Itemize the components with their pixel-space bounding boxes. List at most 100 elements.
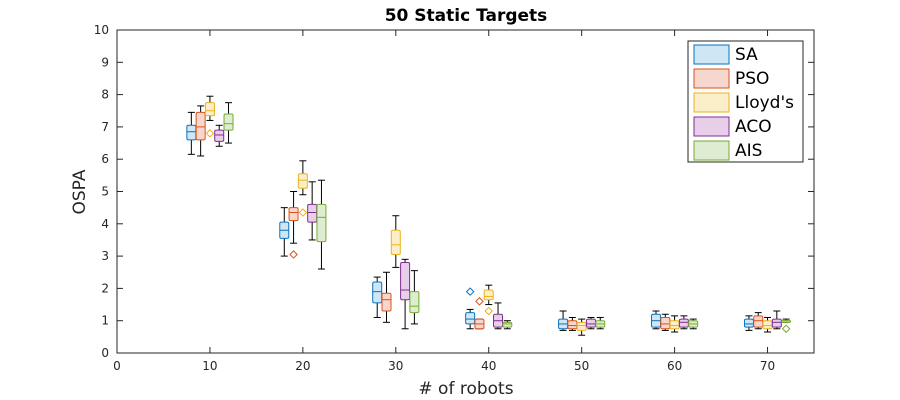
legend-label-aco: ACO (735, 117, 772, 137)
legend-swatch-lloyds (693, 92, 730, 113)
box-ais-60 (688, 318, 699, 330)
box-ais-20 (316, 179, 327, 270)
x-tick-label: 20 (295, 359, 310, 373)
y-tick-label: 9 (101, 55, 109, 69)
x-tick-label: 60 (667, 359, 682, 373)
iqr-box (743, 318, 754, 328)
iqr-box (400, 262, 411, 301)
x-tick-label: 0 (113, 359, 121, 373)
x-axis-label: # of robots (418, 379, 513, 399)
box-ais-10 (223, 102, 234, 144)
iqr-box (297, 173, 308, 189)
box-pso-30 (381, 271, 392, 323)
legend-swatch-ais (693, 140, 730, 161)
outlier-marker (465, 287, 475, 296)
y-tick-label: 8 (101, 88, 109, 102)
iqr-box (204, 102, 215, 117)
x-axis-ticks: 0 10 20 30 40 50 60 70 (113, 30, 775, 373)
iqr-box (390, 229, 401, 255)
chart-title: 50 Static Targets (385, 6, 548, 26)
y-axis-ticks: 0 1 2 3 4 5 6 7 8 9 10 (94, 23, 814, 360)
y-tick-label: 1 (101, 314, 109, 328)
box-pso-70 (753, 312, 764, 330)
outlier-marker (484, 306, 494, 316)
box-ais-70 (781, 318, 792, 334)
legend-swatch-pso (693, 68, 730, 89)
legend-swatch-aco (693, 116, 730, 137)
iqr-box (214, 129, 225, 142)
iqr-box (576, 321, 587, 331)
legend-swatch-sa (693, 44, 730, 65)
box-aco-70 (771, 310, 782, 330)
y-tick-label: 5 (101, 185, 109, 199)
box-aco-20 (307, 181, 318, 241)
x-tick-label: 30 (388, 359, 403, 373)
iqr-box (288, 207, 299, 222)
iqr-box (307, 203, 318, 223)
iqr-box (567, 320, 578, 330)
y-axis-label: OSPA (70, 169, 90, 214)
outlier-marker (205, 129, 215, 138)
iqr-box (585, 318, 596, 328)
box-pso-20 (288, 191, 299, 259)
y-tick-label: 2 (101, 281, 109, 295)
iqr-box (372, 281, 383, 304)
box-pso-10 (195, 105, 206, 157)
iqr-box (381, 292, 392, 312)
legend-label-ais: AIS (735, 141, 762, 161)
box-lloyds-40 (483, 284, 494, 316)
box-sa-30 (372, 276, 383, 318)
box-ais-40 (502, 320, 513, 330)
box-aco-50 (585, 316, 596, 330)
iqr-box (409, 291, 420, 314)
x-tick-label: 40 (481, 359, 496, 373)
legend-label-lloyds: Lloyd's (735, 93, 794, 113)
box-aco-40 (493, 302, 504, 330)
outlier-marker (289, 250, 298, 259)
box-pso-40 (474, 297, 485, 330)
iqr-box (483, 289, 494, 301)
iqr-box (660, 316, 671, 330)
box-aco-30 (400, 258, 411, 330)
y-tick-label: 0 (101, 346, 109, 360)
box-lloyds-20 (297, 160, 308, 217)
box-aco-10 (214, 124, 225, 147)
y-tick-label: 6 (101, 152, 109, 166)
outlier-marker (781, 324, 791, 334)
box-sa-50 (558, 310, 569, 331)
box-sa-20 (279, 207, 290, 257)
iqr-box (669, 320, 680, 330)
box-sa-40 (465, 287, 476, 330)
x-tick-label: 50 (574, 359, 589, 373)
iqr-box (195, 111, 206, 141)
box-ais-30 (409, 270, 420, 325)
iqr-box (316, 203, 327, 243)
iqr-box (678, 318, 689, 328)
legend: SA PSO Lloyd's ACO AIS (687, 40, 804, 163)
iqr-box (771, 318, 782, 328)
x-tick-label: 70 (760, 359, 775, 373)
iqr-box (762, 320, 773, 330)
box-sa-70 (743, 315, 754, 331)
y-tick-label: 7 (101, 120, 109, 134)
box-ais-50 (595, 316, 606, 330)
box-lloyds-50 (576, 318, 587, 336)
y-tick-label: 3 (101, 249, 109, 263)
iqr-box (465, 312, 476, 325)
box-sa-10 (186, 111, 197, 155)
outlier-marker (475, 297, 484, 306)
legend-label-sa: SA (735, 45, 758, 65)
iqr-box (753, 315, 764, 328)
boxes-layer (186, 95, 792, 336)
y-tick-label: 10 (94, 23, 109, 37)
box-lloyds-30 (390, 215, 401, 268)
outlier-marker (298, 208, 308, 217)
box-lloyds-10 (204, 95, 215, 138)
legend-label-pso: PSO (735, 69, 769, 89)
iqr-box (186, 124, 197, 141)
iqr-box (502, 321, 513, 328)
iqr-box (223, 113, 234, 131)
y-tick-label: 4 (101, 217, 109, 231)
x-tick-label: 10 (202, 359, 217, 373)
